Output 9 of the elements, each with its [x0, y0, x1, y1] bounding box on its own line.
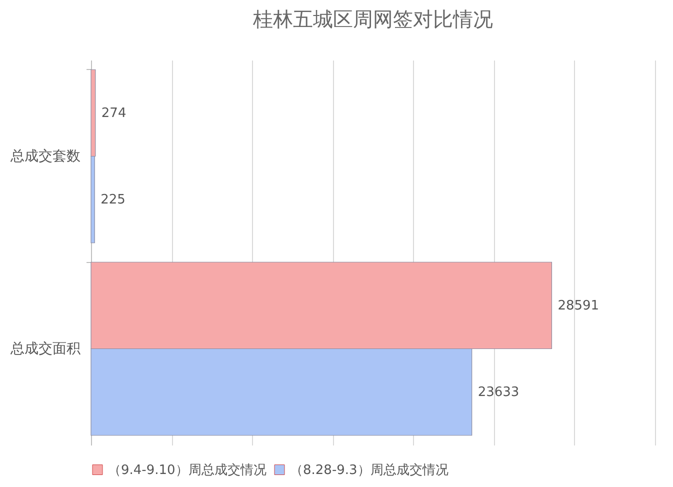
data-label: 28591: [558, 298, 600, 314]
y-tick-label: 总成交套数: [10, 148, 80, 164]
legend-label: （9.4-9.10）周总成交情况: [108, 462, 266, 478]
legend-label: （8.28-9.3）周总成交情况: [290, 462, 448, 478]
y-tick-label: 总成交面积: [10, 340, 80, 357]
data-label: 23633: [478, 385, 520, 400]
data-label: 225: [100, 192, 126, 208]
data-label: 274: [101, 106, 126, 121]
chart-title: 桂林五城区周网签对比情况: [252, 7, 493, 31]
